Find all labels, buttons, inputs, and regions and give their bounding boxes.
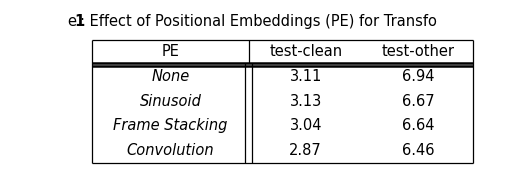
Text: 6.67: 6.67 bbox=[402, 94, 434, 109]
Text: test-clean: test-clean bbox=[269, 44, 342, 59]
Text: 6.46: 6.46 bbox=[402, 143, 434, 158]
Text: Frame Stacking: Frame Stacking bbox=[113, 118, 228, 133]
Text: 6.64: 6.64 bbox=[402, 118, 434, 133]
Text: 3.13: 3.13 bbox=[290, 94, 322, 109]
Text: 3.04: 3.04 bbox=[289, 118, 322, 133]
Text: None: None bbox=[151, 69, 189, 84]
Text: 2.87: 2.87 bbox=[289, 143, 322, 158]
Text: 1: 1 bbox=[74, 15, 84, 29]
Text: 3.11: 3.11 bbox=[289, 69, 322, 84]
Text: 6.94: 6.94 bbox=[402, 69, 434, 84]
Text: e: e bbox=[68, 15, 82, 29]
Text: PE: PE bbox=[161, 44, 179, 59]
Text: test-other: test-other bbox=[382, 44, 454, 59]
Text: : Effect of Positional Embeddings (PE) for Transfo: : Effect of Positional Embeddings (PE) f… bbox=[79, 15, 437, 29]
Text: Convolution: Convolution bbox=[127, 143, 214, 158]
Text: Sinusoid: Sinusoid bbox=[139, 94, 201, 109]
